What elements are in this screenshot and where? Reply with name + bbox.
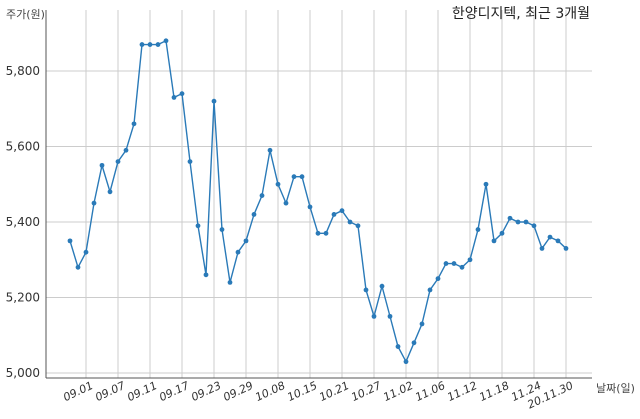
price-point bbox=[563, 246, 569, 251]
price-point bbox=[147, 42, 153, 47]
y-tick-label: 5,600 bbox=[6, 140, 40, 154]
gridlines bbox=[46, 10, 592, 378]
y-tick-label: 5,400 bbox=[6, 215, 40, 229]
price-point bbox=[107, 189, 113, 195]
price-point bbox=[83, 249, 89, 255]
x-tick-label: 09.17 bbox=[157, 379, 191, 404]
price-point bbox=[435, 276, 441, 282]
price-point bbox=[235, 249, 241, 255]
price-point bbox=[515, 219, 521, 225]
price-point bbox=[403, 359, 409, 365]
price-point bbox=[91, 200, 97, 206]
price-point bbox=[331, 212, 337, 217]
price-point bbox=[379, 283, 385, 289]
price-point bbox=[547, 234, 553, 240]
price-point bbox=[371, 313, 377, 319]
price-point bbox=[179, 91, 185, 97]
x-tick-labels: 09.0109.0709.1109.1709.2309.2910.0810.15… bbox=[61, 379, 575, 411]
price-point bbox=[67, 238, 73, 244]
price-point bbox=[395, 344, 401, 349]
x-axis-label: 날짜(일) bbox=[596, 381, 635, 395]
price-point bbox=[187, 159, 193, 165]
x-tick-label: 09.07 bbox=[93, 379, 127, 404]
price-point bbox=[115, 159, 121, 165]
price-point bbox=[347, 219, 353, 225]
price-point bbox=[195, 223, 201, 229]
price-point bbox=[227, 280, 233, 285]
price-point bbox=[203, 272, 209, 278]
price-point bbox=[315, 230, 321, 236]
price-point bbox=[307, 204, 313, 210]
price-point bbox=[411, 340, 417, 346]
x-tick-label: 09.11 bbox=[125, 379, 159, 404]
y-tick-label: 5,200 bbox=[6, 291, 40, 305]
price-point bbox=[211, 98, 217, 104]
x-tick-label: 10.21 bbox=[317, 379, 351, 404]
price-point bbox=[387, 313, 393, 319]
price-point bbox=[507, 215, 513, 221]
price-point bbox=[427, 287, 433, 293]
price-point bbox=[219, 227, 225, 232]
y-tick-labels: 5,000 5,200 5,400 5,600 5,800 bbox=[6, 64, 40, 380]
x-tick-label: 09.29 bbox=[221, 379, 255, 404]
chart-title: 한양디지텍, 최근 3개월 bbox=[452, 6, 590, 22]
x-tick-label: 09.01 bbox=[61, 379, 95, 404]
price-point bbox=[323, 230, 329, 236]
price-point bbox=[139, 42, 145, 47]
price-point bbox=[531, 223, 537, 229]
price-point bbox=[123, 147, 129, 153]
price-point bbox=[283, 200, 289, 206]
price-point bbox=[131, 121, 137, 127]
price-point bbox=[275, 181, 281, 187]
price-points bbox=[67, 38, 569, 365]
x-tick-label: 11.12 bbox=[445, 379, 479, 404]
price-point bbox=[491, 238, 497, 244]
price-point bbox=[483, 181, 489, 187]
price-point bbox=[443, 261, 449, 266]
price-point bbox=[467, 257, 473, 263]
price-point bbox=[243, 238, 249, 244]
price-point bbox=[355, 223, 361, 229]
x-tick-label: 11.18 bbox=[477, 379, 511, 404]
x-tick-label: 11.02 bbox=[381, 379, 415, 404]
price-point bbox=[459, 264, 465, 270]
price-point bbox=[339, 208, 345, 214]
x-tick-label: 10.27 bbox=[349, 379, 383, 404]
y-tick-label: 5,800 bbox=[6, 64, 40, 78]
price-point bbox=[291, 174, 297, 180]
price-point bbox=[75, 264, 81, 270]
price-point bbox=[171, 95, 177, 100]
price-point bbox=[555, 238, 561, 244]
price-point bbox=[419, 321, 425, 327]
price-line bbox=[69, 39, 567, 364]
x-tick-label: 10.15 bbox=[285, 379, 319, 404]
y-tick-label: 5,000 bbox=[6, 366, 40, 380]
x-tick-label: 10.08 bbox=[253, 379, 287, 404]
price-point bbox=[499, 230, 505, 236]
price-point bbox=[251, 212, 257, 217]
y-axis-label: 주가(원) bbox=[6, 8, 45, 21]
price-point bbox=[299, 174, 305, 180]
price-point bbox=[363, 287, 369, 293]
price-point bbox=[523, 219, 529, 225]
x-tick-label: 09.23 bbox=[189, 379, 223, 404]
price-point bbox=[267, 147, 273, 153]
price-point bbox=[99, 162, 105, 168]
price-point bbox=[163, 38, 169, 44]
x-tick-label: 11.06 bbox=[413, 379, 447, 404]
price-point bbox=[539, 246, 545, 251]
price-point bbox=[259, 193, 265, 198]
price-point bbox=[451, 261, 457, 266]
price-point bbox=[475, 227, 481, 232]
price-point bbox=[155, 42, 161, 47]
